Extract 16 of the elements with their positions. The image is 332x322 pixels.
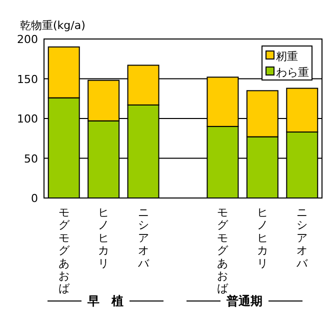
y-tick-label: 100 (17, 112, 38, 126)
text: 早 植 (86, 294, 124, 308)
x-tick-label: ヒノヒカリ (256, 206, 268, 270)
y-tick-label: 150 (17, 72, 38, 86)
x-tick-label: ヒノヒカリ (98, 206, 110, 270)
x-tick-label: ニシアオバ (136, 206, 150, 270)
y-tick-label: 0 (31, 192, 38, 205)
y-tick-label: 200 (17, 33, 38, 46)
legend-label: わら重 (276, 66, 309, 79)
legend-label: 籾重 (276, 50, 298, 63)
x-tick-label: モグモグあおば (217, 206, 230, 296)
x-tick-label: モグモグあおば (58, 206, 70, 296)
x-tick-label: ニシアオバ (296, 206, 309, 270)
y-axis-title: 乾物重(kg/a) (20, 19, 86, 32)
y-tick-label: 50 (24, 152, 38, 166)
text: 普通期 (226, 294, 262, 308)
